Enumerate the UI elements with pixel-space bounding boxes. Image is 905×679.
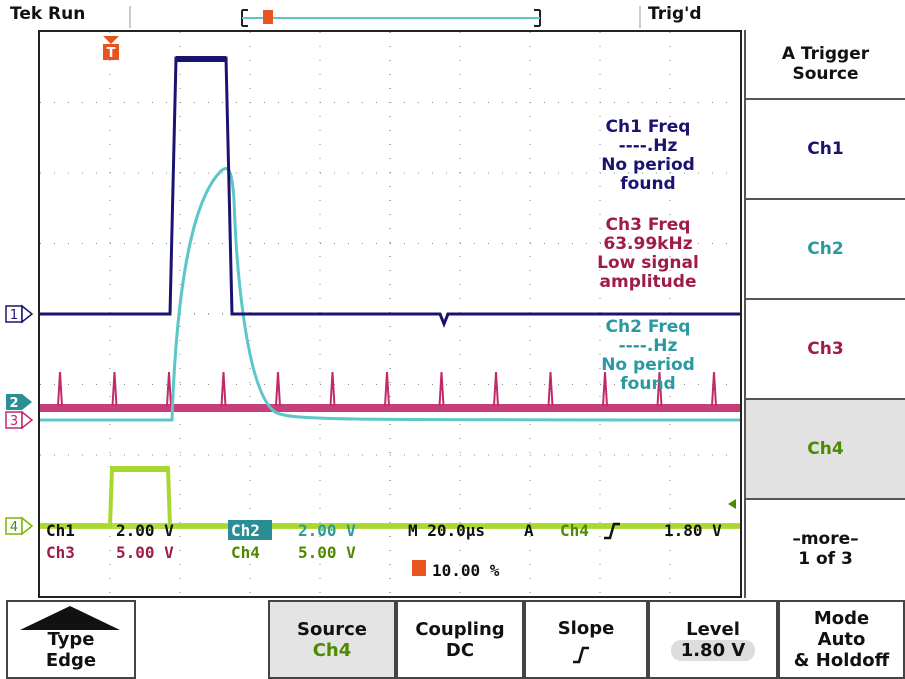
ch3-freq-measurement: Ch3 Freq 63.99kHz Low signal amplitude: [568, 216, 728, 292]
type-label: Type: [47, 629, 95, 650]
ch3-pulse-spike: [275, 371, 281, 407]
status-bar: Tek Run Trig'd: [0, 0, 905, 30]
ch4-label: Ch4: [231, 543, 260, 562]
mode-value: Auto: [817, 629, 866, 650]
ch3-pulse-spike: [602, 371, 608, 407]
slope-rising-icon: [604, 522, 620, 540]
ch1-scale: 2.00 V: [116, 521, 174, 540]
source-ch1-button[interactable]: Ch1: [744, 98, 905, 198]
ch4-scale: 5.00 V: [298, 543, 356, 562]
ch3-pulse-spike: [656, 371, 663, 407]
menu-title-line-2: Source: [792, 64, 859, 84]
ch2-freq-note-2: found: [620, 374, 676, 394]
ch3-pulse-spike: [711, 371, 717, 407]
ch3-freq-note-2: amplitude: [599, 272, 697, 292]
ch3-label: Ch3: [46, 543, 75, 562]
type-value: Edge: [45, 650, 97, 671]
holdoff-label: & Holdoff: [793, 650, 890, 671]
ch1-freq-note-2: found: [620, 174, 676, 194]
ch3-pulse-spike: [57, 371, 63, 407]
ch3-pulse-spike: [384, 371, 390, 407]
slope-button[interactable]: Slope: [524, 600, 648, 679]
level-button[interactable]: Level 1.80 V: [648, 600, 778, 679]
source-label: Source: [297, 618, 367, 640]
ch1-freq-note-1: No period: [601, 155, 695, 175]
ch3-scale: 5.00 V: [116, 543, 174, 562]
channel-marker-3: 3: [5, 410, 34, 430]
ch4-waveform: [40, 466, 740, 529]
source-ch3-button[interactable]: Ch3: [744, 298, 905, 398]
ch2-readout-highlight: [228, 520, 272, 540]
ch3-pulse-spike: [111, 371, 118, 407]
more-page-label: 1 of 3: [798, 549, 853, 569]
level-value: 1.80 V: [670, 639, 756, 661]
source-button[interactable]: Source Ch4: [268, 600, 396, 679]
ch3-freq-value: 63.99kHz: [603, 234, 693, 254]
ch3-pulse-spike: [220, 371, 227, 407]
ch3-pulse-spike: [438, 371, 445, 407]
ch2-waveform: [40, 167, 741, 422]
trigger-source-readout: Ch4: [560, 521, 589, 540]
type-button[interactable]: Type Edge: [6, 600, 136, 679]
ch2-freq-note-1: No period: [601, 355, 695, 375]
ch2-freq-value: ----.Hz: [618, 336, 678, 356]
trigger-level-arrow: [728, 499, 736, 509]
ch3-freq-title: Ch3 Freq: [605, 215, 691, 235]
trigger-mode-readout: A: [524, 521, 534, 540]
source-ch4-button[interactable]: Ch4: [744, 398, 905, 498]
channel-marker-1-label: 1: [10, 308, 18, 323]
ch1-freq-title: Ch1 Freq: [605, 117, 691, 137]
ch3-pulse-spike: [329, 371, 336, 407]
trigger-position-marker: T: [103, 36, 119, 61]
timebase-readout: M 20.0µs: [408, 521, 486, 540]
ch3-waveform: [40, 371, 740, 412]
ch2-label: Ch2: [231, 521, 260, 540]
record-length-bar: [241, 9, 541, 27]
ch3-freq-note-1: Low signal: [597, 253, 699, 273]
trigger-marker-glyph: T: [107, 46, 116, 61]
ch1-label: Ch1: [46, 521, 75, 540]
more-button[interactable]: –more– 1 of 3: [744, 498, 905, 598]
run-state: Run: [48, 4, 86, 24]
channel-marker-2: 2: [6, 394, 32, 411]
trigger-source-menu-title: A Trigger Source: [744, 30, 905, 98]
channel-marker-4: 4: [5, 516, 34, 536]
coupling-button[interactable]: Coupling DC: [396, 600, 524, 679]
ch1-waveform: [40, 56, 740, 329]
menu-title-line-1: A Trigger: [781, 44, 870, 64]
channel-marker-2-label: 2: [9, 396, 18, 411]
more-label: –more–: [792, 529, 859, 549]
channel-marker-1: 1: [5, 304, 34, 324]
source-ch3-label: Ch3: [807, 339, 844, 359]
trigger-position-icon: [412, 560, 426, 576]
source-ch4-label: Ch4: [807, 439, 844, 459]
ch2-scale: 2.00 V: [298, 521, 356, 540]
mode-label: Mode: [813, 608, 870, 629]
trigger-state: Trig'd: [648, 4, 702, 24]
ch1-freq-measurement: Ch1 Freq ----.Hz No period found: [568, 118, 728, 194]
trigger-level-readout: 1.80 V: [664, 521, 722, 540]
ch2-freq-title: Ch2 Freq: [605, 317, 691, 337]
source-ch2-button[interactable]: Ch2: [744, 198, 905, 298]
mode-holdoff-button[interactable]: Mode Auto & Holdoff: [778, 600, 905, 679]
ch1-freq-value: ----.Hz: [618, 136, 678, 156]
source-ch1-label: Ch1: [807, 139, 844, 159]
ch2-freq-measurement: Ch2 Freq ----.Hz No period found: [568, 318, 728, 394]
brand-label: Tek: [10, 4, 43, 24]
ch3-pulse-spike: [166, 371, 172, 407]
channel-marker-3-label: 3: [10, 414, 18, 429]
ch3-pulse-spike: [547, 371, 554, 407]
source-ch2-label: Ch2: [807, 239, 844, 259]
coupling-label: Coupling: [415, 618, 505, 640]
trigger-position-readout: 10.00 %: [432, 561, 500, 580]
ch3-pulse-spike: [493, 371, 499, 407]
coupling-value: DC: [445, 639, 475, 661]
channel-marker-4-label: 4: [10, 520, 18, 535]
slope-label: Slope: [557, 618, 615, 639]
source-value: Ch4: [312, 639, 352, 661]
level-label: Level: [686, 618, 740, 640]
